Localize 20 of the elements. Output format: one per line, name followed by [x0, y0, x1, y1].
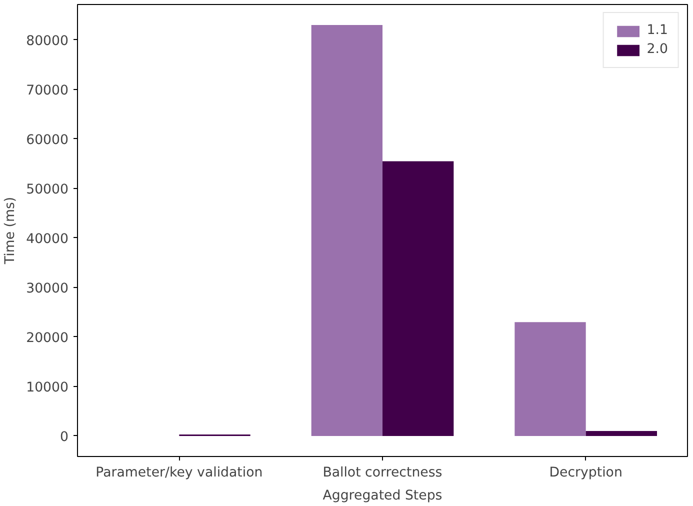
bar	[586, 431, 657, 436]
y-tick-label: 50000	[26, 182, 69, 198]
y-tick-label: 0	[60, 430, 69, 445]
y-tick-label: 10000	[26, 380, 69, 396]
y-tick-label: 60000	[26, 132, 69, 148]
legend-label: 1.1	[646, 23, 668, 38]
y-tick-label: 40000	[26, 232, 69, 247]
x-tick-label: Parameter/key validation	[96, 466, 263, 480]
x-tick-label: Ballot correctness	[322, 466, 442, 480]
y-tick-label: 30000	[26, 281, 69, 296]
bar	[514, 322, 586, 436]
bar	[311, 25, 382, 436]
y-tick-label: 70000	[26, 83, 69, 98]
y-axis-title: Time (ms)	[3, 196, 18, 266]
y-tick-label: 20000	[26, 330, 69, 346]
legend-label: 2.0	[646, 42, 668, 57]
y-tick-label: 80000	[26, 34, 69, 49]
x-tick-label: Decryption	[549, 466, 622, 480]
bar	[382, 161, 454, 436]
x-axis-title: Aggregated Steps	[322, 488, 442, 504]
